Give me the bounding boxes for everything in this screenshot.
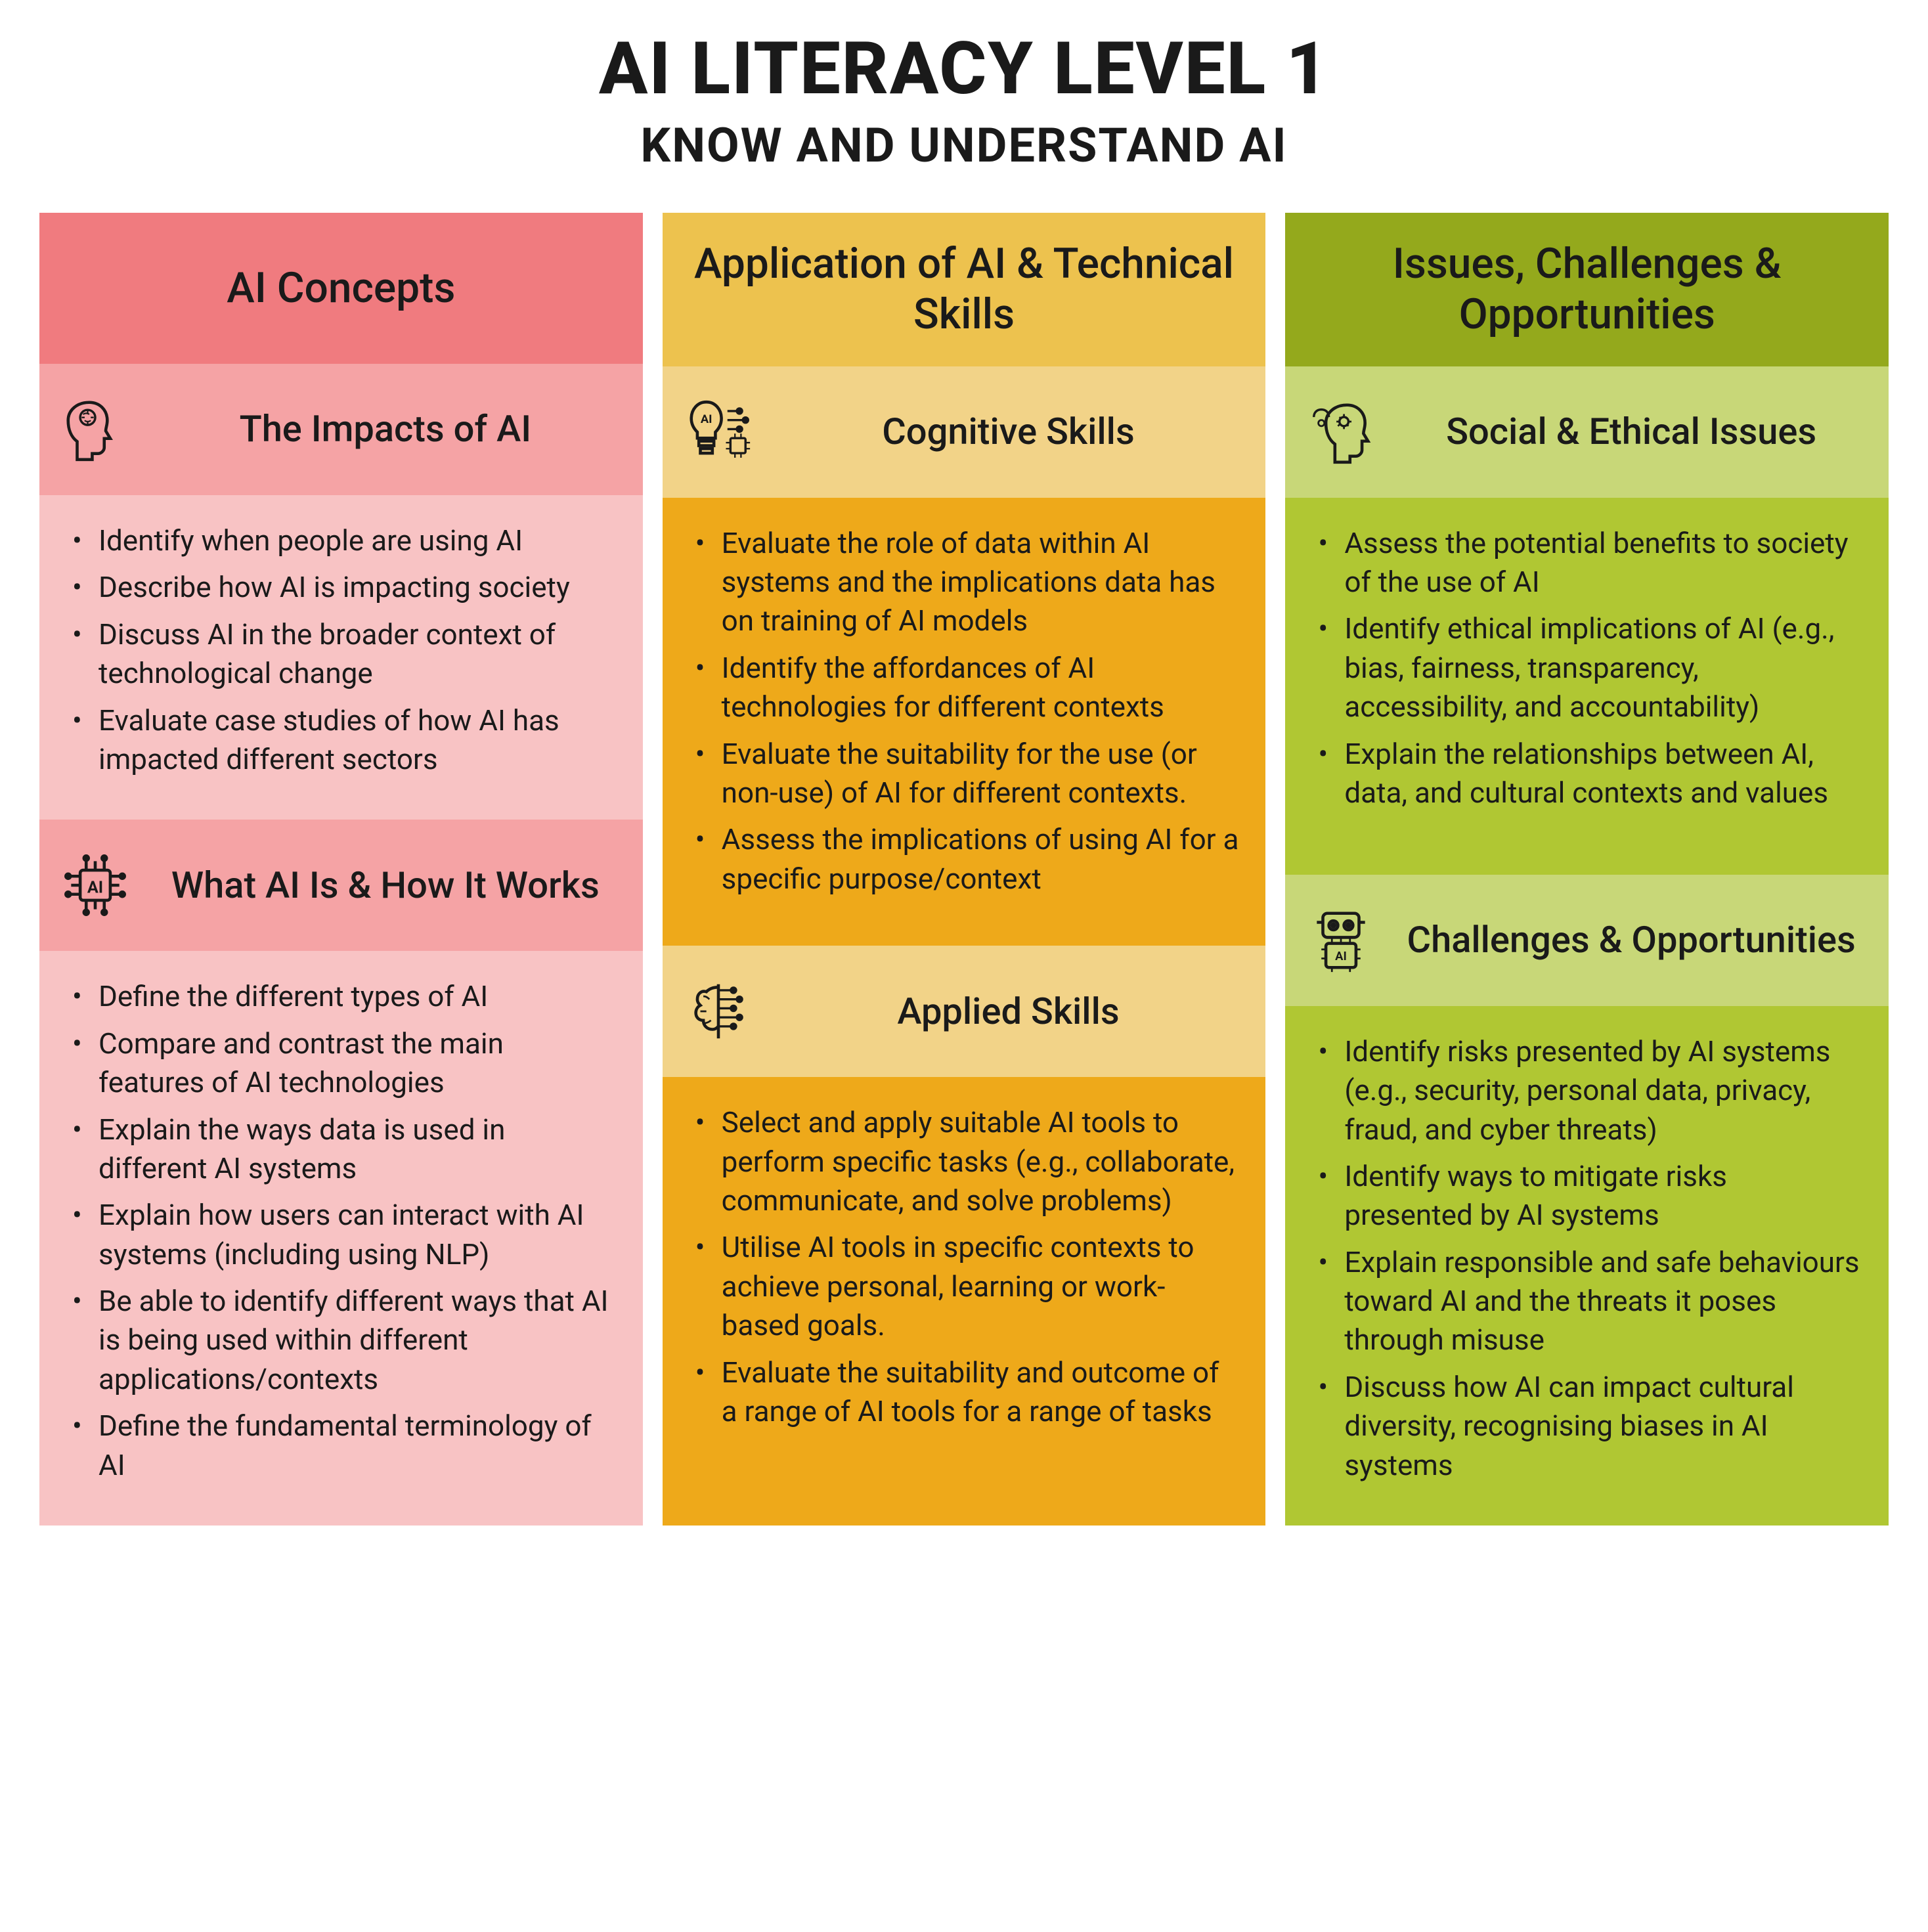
list-item: Explain how users can interact with AI s…: [66, 1196, 617, 1274]
bullet-list: Define the different types of AI Compare …: [66, 977, 617, 1485]
list-item: Explain responsible and safe behaviours …: [1311, 1243, 1862, 1360]
list-item: Discuss how AI can impact cultural diver…: [1311, 1368, 1862, 1485]
section-body-challenges: Identify risks presented by AI systems (…: [1285, 1006, 1889, 1526]
list-item: Compare and contrast the main features o…: [66, 1024, 617, 1103]
column-issues: Issues, Challenges & Opportunities Socia…: [1285, 213, 1889, 1526]
lightbulb-ai-icon: AI: [682, 396, 755, 468]
section-body-what-ai: Define the different types of AI Compare …: [39, 951, 643, 1526]
head-gears-icon: [1305, 396, 1377, 468]
list-item: Explain the relationships between AI, da…: [1311, 735, 1862, 813]
list-item: Evaluate case studies of how AI has impa…: [66, 701, 617, 779]
list-item: Select and apply suitable AI tools to pe…: [689, 1103, 1240, 1220]
bullet-list: Identify risks presented by AI systems (…: [1311, 1032, 1862, 1485]
robot-icon: AI: [1305, 904, 1377, 977]
column-header-issues: Issues, Challenges & Opportunities: [1285, 213, 1889, 366]
brain-head-icon: [59, 393, 131, 466]
section-body-cognitive: Evaluate the role of data within AI syst…: [663, 498, 1266, 946]
list-item: Identify when people are using AI: [66, 521, 617, 560]
list-item: Define the different types of AI: [66, 977, 617, 1016]
section-title: Cognitive Skills: [771, 410, 1246, 454]
list-item: Identify risks presented by AI systems (…: [1311, 1032, 1862, 1149]
section-title: Social & Ethical Issues: [1393, 410, 1869, 454]
section-title: Applied Skills: [771, 990, 1246, 1034]
svg-text:AI: AI: [1336, 950, 1347, 963]
section-header-what-ai: AI What AI Is & How It Works: [39, 820, 643, 951]
section-header-impacts: The Impacts of AI: [39, 364, 643, 495]
list-item: Assess the potential benefits to society…: [1311, 524, 1862, 602]
section-title: What AI Is & How It Works: [148, 864, 623, 908]
columns-container: AI Concepts The Impacts of AI Identify w…: [39, 213, 1889, 1526]
list-item: Evaluate the suitability for the use (or…: [689, 735, 1240, 813]
svg-text:AI: AI: [700, 412, 712, 426]
list-item: Assess the implications of using AI for …: [689, 820, 1240, 898]
list-item: Discuss AI in the broader context of tec…: [66, 615, 617, 693]
list-item: Utilise AI tools in specific contexts to…: [689, 1228, 1240, 1345]
column-header-application: Application of AI & Technical Skills: [663, 213, 1266, 366]
list-item: Describe how AI is impacting society: [66, 568, 617, 607]
bullet-list: Select and apply suitable AI tools to pe…: [689, 1103, 1240, 1431]
section-header-challenges: AI Challenges & Opportunities: [1285, 875, 1889, 1006]
section-header-applied: Applied Skills: [663, 946, 1266, 1077]
list-item: Identify ethical implications of AI (e.g…: [1311, 609, 1862, 726]
column-application: Application of AI & Technical Skills AI …: [663, 213, 1266, 1526]
section-header-social: Social & Ethical Issues: [1285, 366, 1889, 498]
section-header-cognitive: AI Cognitive Skills: [663, 366, 1266, 498]
bullet-list: Identify when people are using AI Describ…: [66, 521, 617, 779]
section-title: Challenges & Opportunities: [1393, 918, 1869, 962]
section-body-social: Assess the potential benefits to society…: [1285, 498, 1889, 875]
brain-circuit-icon: [682, 975, 755, 1047]
section-title: The Impacts of AI: [148, 407, 623, 451]
list-item: Define the fundamental terminology of AI: [66, 1407, 617, 1485]
column-header-concepts: AI Concepts: [39, 213, 643, 364]
section-body-impacts: Identify when people are using AI Describ…: [39, 495, 643, 820]
list-item: Evaluate the suitability and outcome of …: [689, 1353, 1240, 1432]
page-title: AI LITERACY LEVEL 1: [39, 26, 1889, 111]
list-item: Explain the ways data is used in differe…: [66, 1110, 617, 1189]
list-item: Identify ways to mitigate risks presente…: [1311, 1157, 1862, 1235]
list-item: Evaluate the role of data within AI syst…: [689, 524, 1240, 641]
section-body-applied: Select and apply suitable AI tools to pe…: [663, 1077, 1266, 1526]
column-concepts: AI Concepts The Impacts of AI Identify w…: [39, 213, 643, 1526]
ai-chip-icon: AI: [59, 849, 131, 921]
page-subtitle: KNOW AND UNDERSTAND AI: [39, 118, 1889, 173]
bullet-list: Evaluate the role of data within AI syst…: [689, 524, 1240, 899]
bullet-list: Assess the potential benefits to society…: [1311, 524, 1862, 813]
title-block: AI LITERACY LEVEL 1 KNOW AND UNDERSTAND …: [39, 26, 1889, 173]
svg-text:AI: AI: [87, 879, 103, 898]
list-item: Identify the affordances of AI technolog…: [689, 649, 1240, 727]
list-item: Be able to identify different ways that …: [66, 1282, 617, 1399]
